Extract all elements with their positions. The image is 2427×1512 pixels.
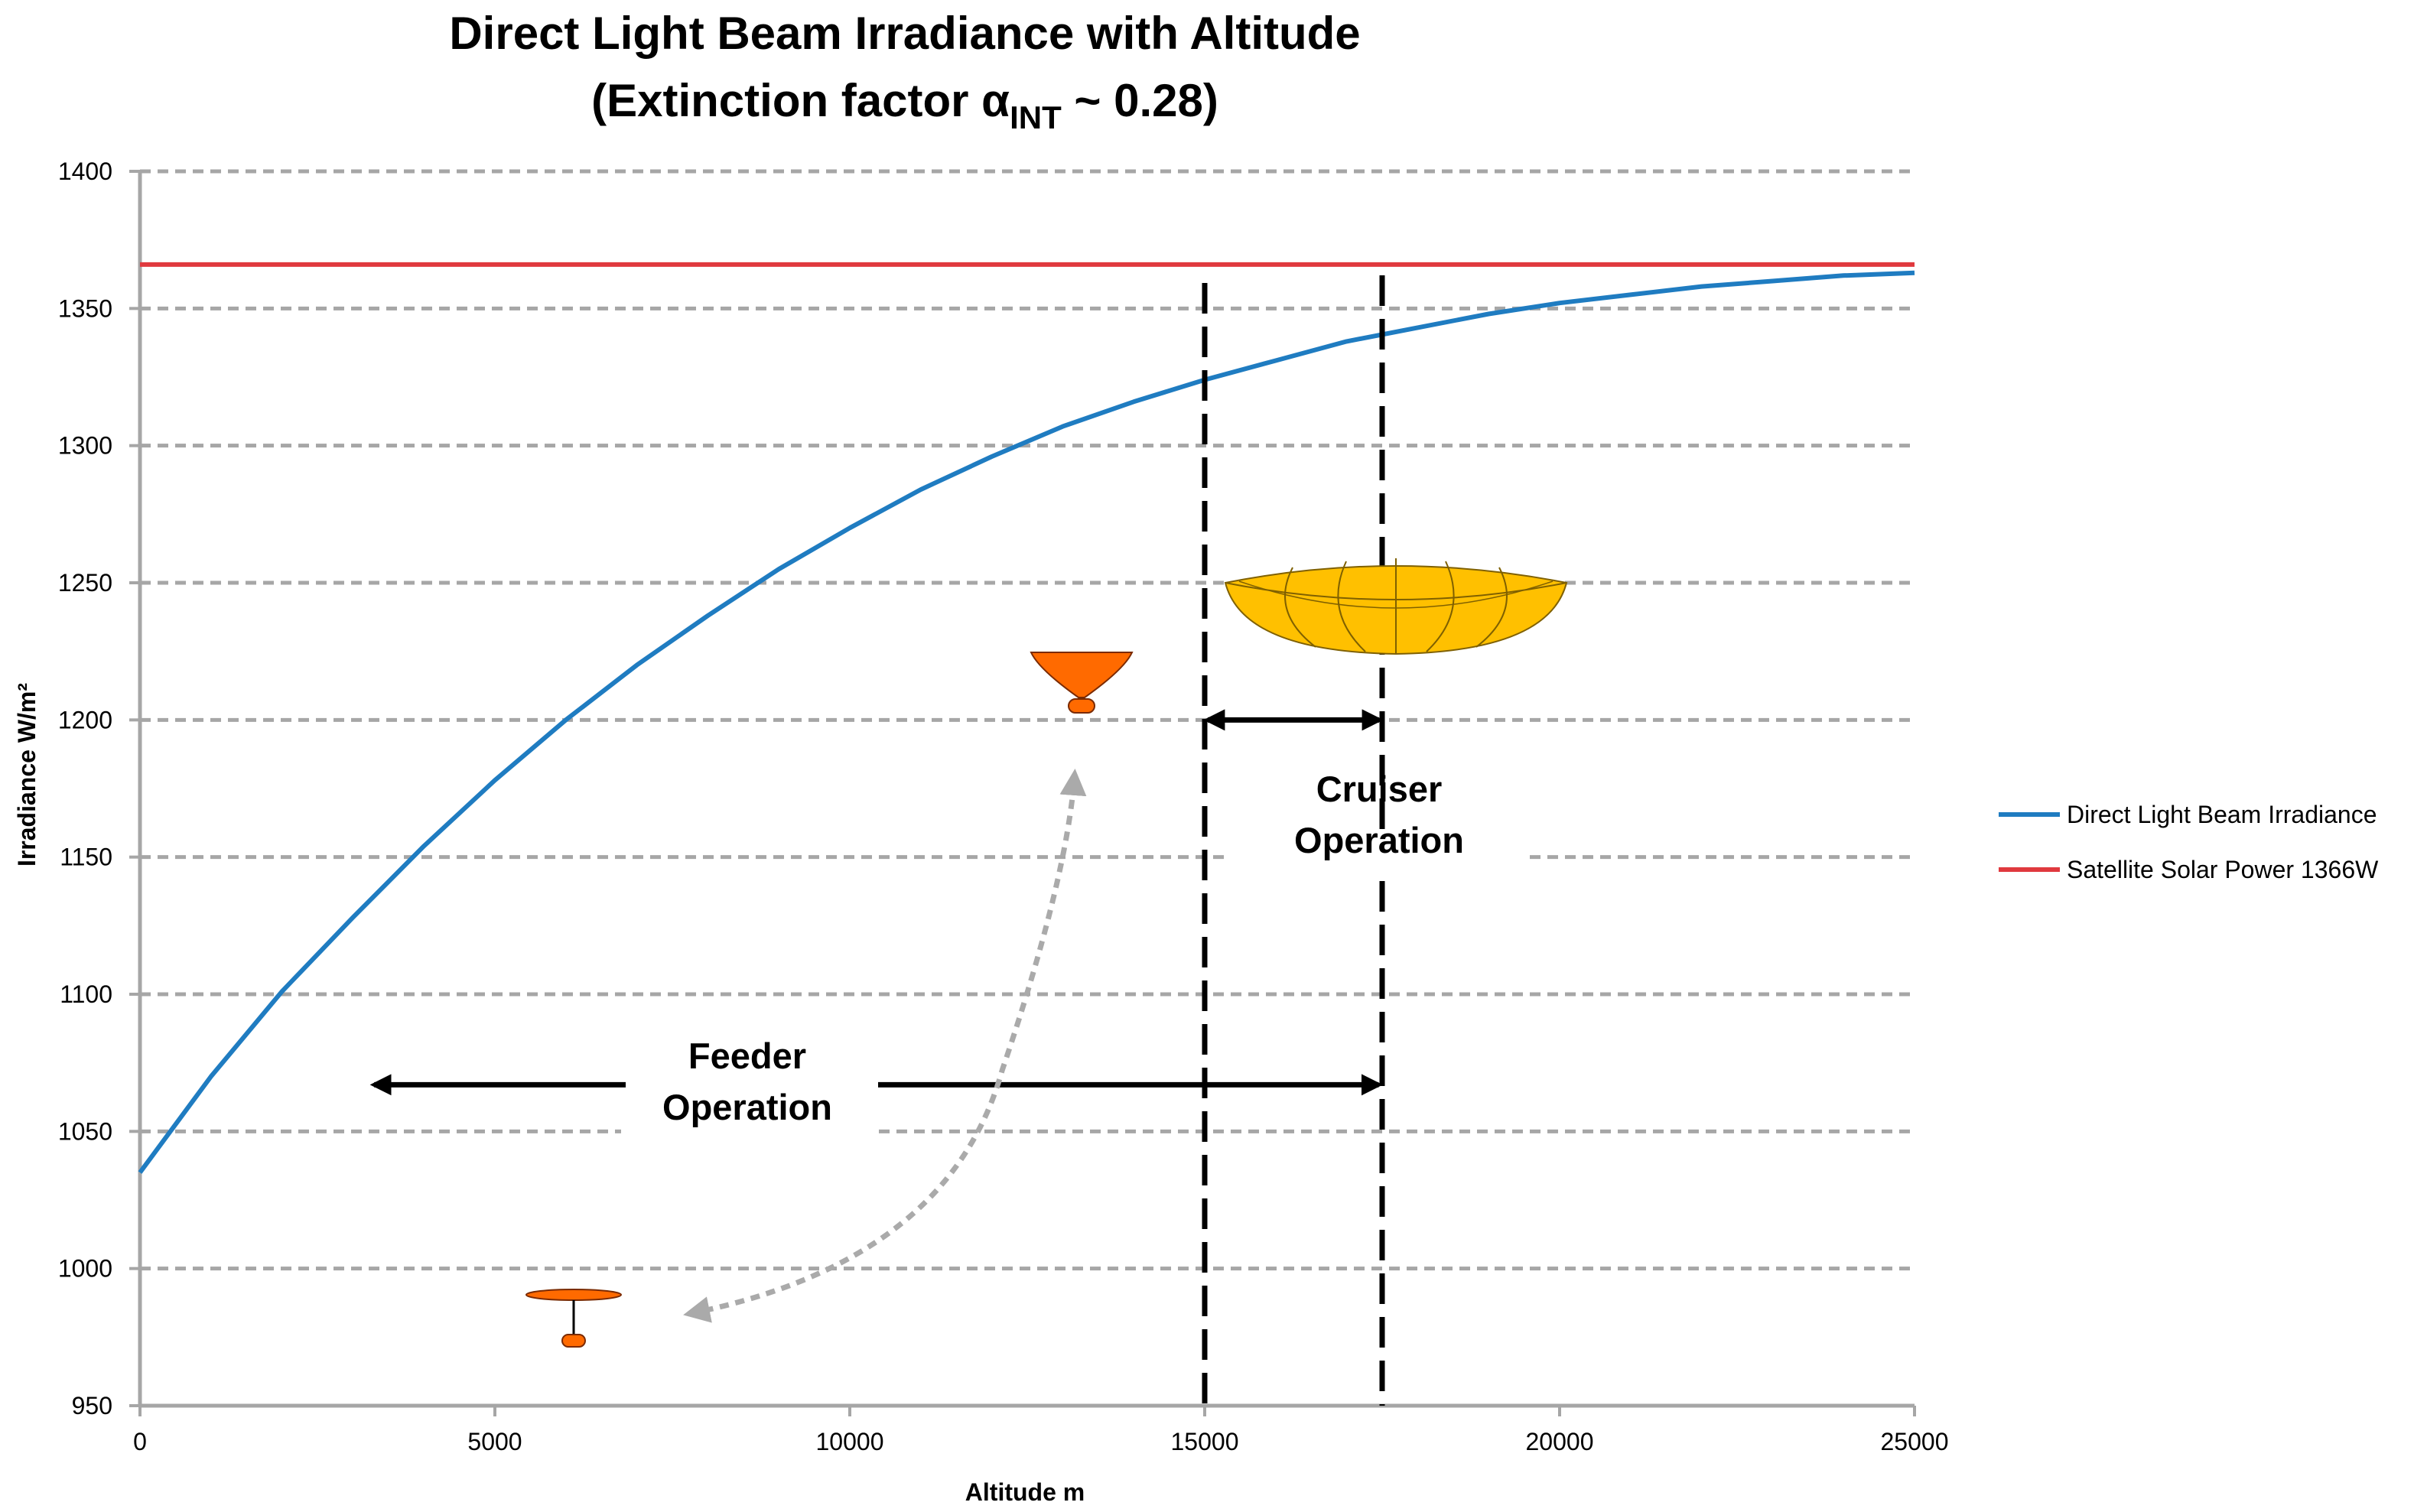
y-tick-label-1100: 1100	[60, 980, 112, 1008]
y-tick-labels: 950 1000 1050 1100 1150 1200 1250 1300 1350 1400	[58, 158, 112, 1419]
cruiser-label-line1: Cruiser	[1316, 769, 1443, 809]
y-tick-label-1400: 1400	[58, 158, 112, 185]
y-tick-label-1150: 1150	[60, 844, 112, 871]
ascent-path-arrow	[683, 769, 1087, 1323]
x-tick-label-15000: 15000	[1171, 1428, 1239, 1455]
cruiser-label-background	[1230, 749, 1528, 872]
x-tick-label-0: 0	[133, 1428, 147, 1455]
chart-title-line2: (Extinction factor αINT ~ 0.28)	[591, 75, 1218, 135]
legend-label-satellite: Satellite Solar Power 1366W	[2067, 856, 2379, 883]
legend-label-direct: Direct Light Beam Irradiance	[2067, 801, 2377, 828]
feeder-label-line2: Operation	[662, 1087, 832, 1127]
x-axis-title: Altitude m	[965, 1478, 1085, 1506]
cruiser-airship-icon	[1224, 558, 1568, 655]
series-group	[138, 262, 1915, 1174]
y-tick-label-1350: 1350	[58, 294, 112, 322]
y-tick-label-950: 950	[72, 1392, 112, 1419]
gridlines	[140, 169, 1915, 1271]
axes	[129, 170, 1916, 1416]
y-tick-label-1200: 1200	[58, 706, 112, 733]
y-tick-label-1000: 1000	[58, 1255, 112, 1283]
series-direct-light-beam-line	[138, 270, 1915, 1174]
x-tick-label-10000: 10000	[816, 1428, 884, 1455]
x-tick-label-5000: 5000	[467, 1428, 522, 1455]
chart-title-line1: Direct Light Beam Irradiance with Altitu…	[449, 8, 1360, 59]
feeder-label-line1: Feeder	[688, 1036, 806, 1076]
y-tick-label-1300: 1300	[58, 432, 112, 460]
x-tick-labels: 0 5000 10000 15000 20000 25000	[133, 1428, 1948, 1455]
cruiser-label-line2: Operation	[1294, 820, 1464, 860]
y-tick-label-1050: 1050	[58, 1117, 112, 1145]
x-tick-label-25000: 25000	[1881, 1428, 1949, 1455]
y-axis-title: Irradiance W/m²	[13, 683, 41, 867]
feeder-balloon-ascended-icon	[1030, 652, 1134, 714]
x-tick-label-20000: 20000	[1526, 1428, 1594, 1455]
legend: Direct Light Beam Irradiance Satellite S…	[1999, 801, 2379, 883]
feeder-balloon-ground-icon	[525, 1289, 622, 1348]
y-tick-label-1250: 1250	[58, 569, 112, 597]
